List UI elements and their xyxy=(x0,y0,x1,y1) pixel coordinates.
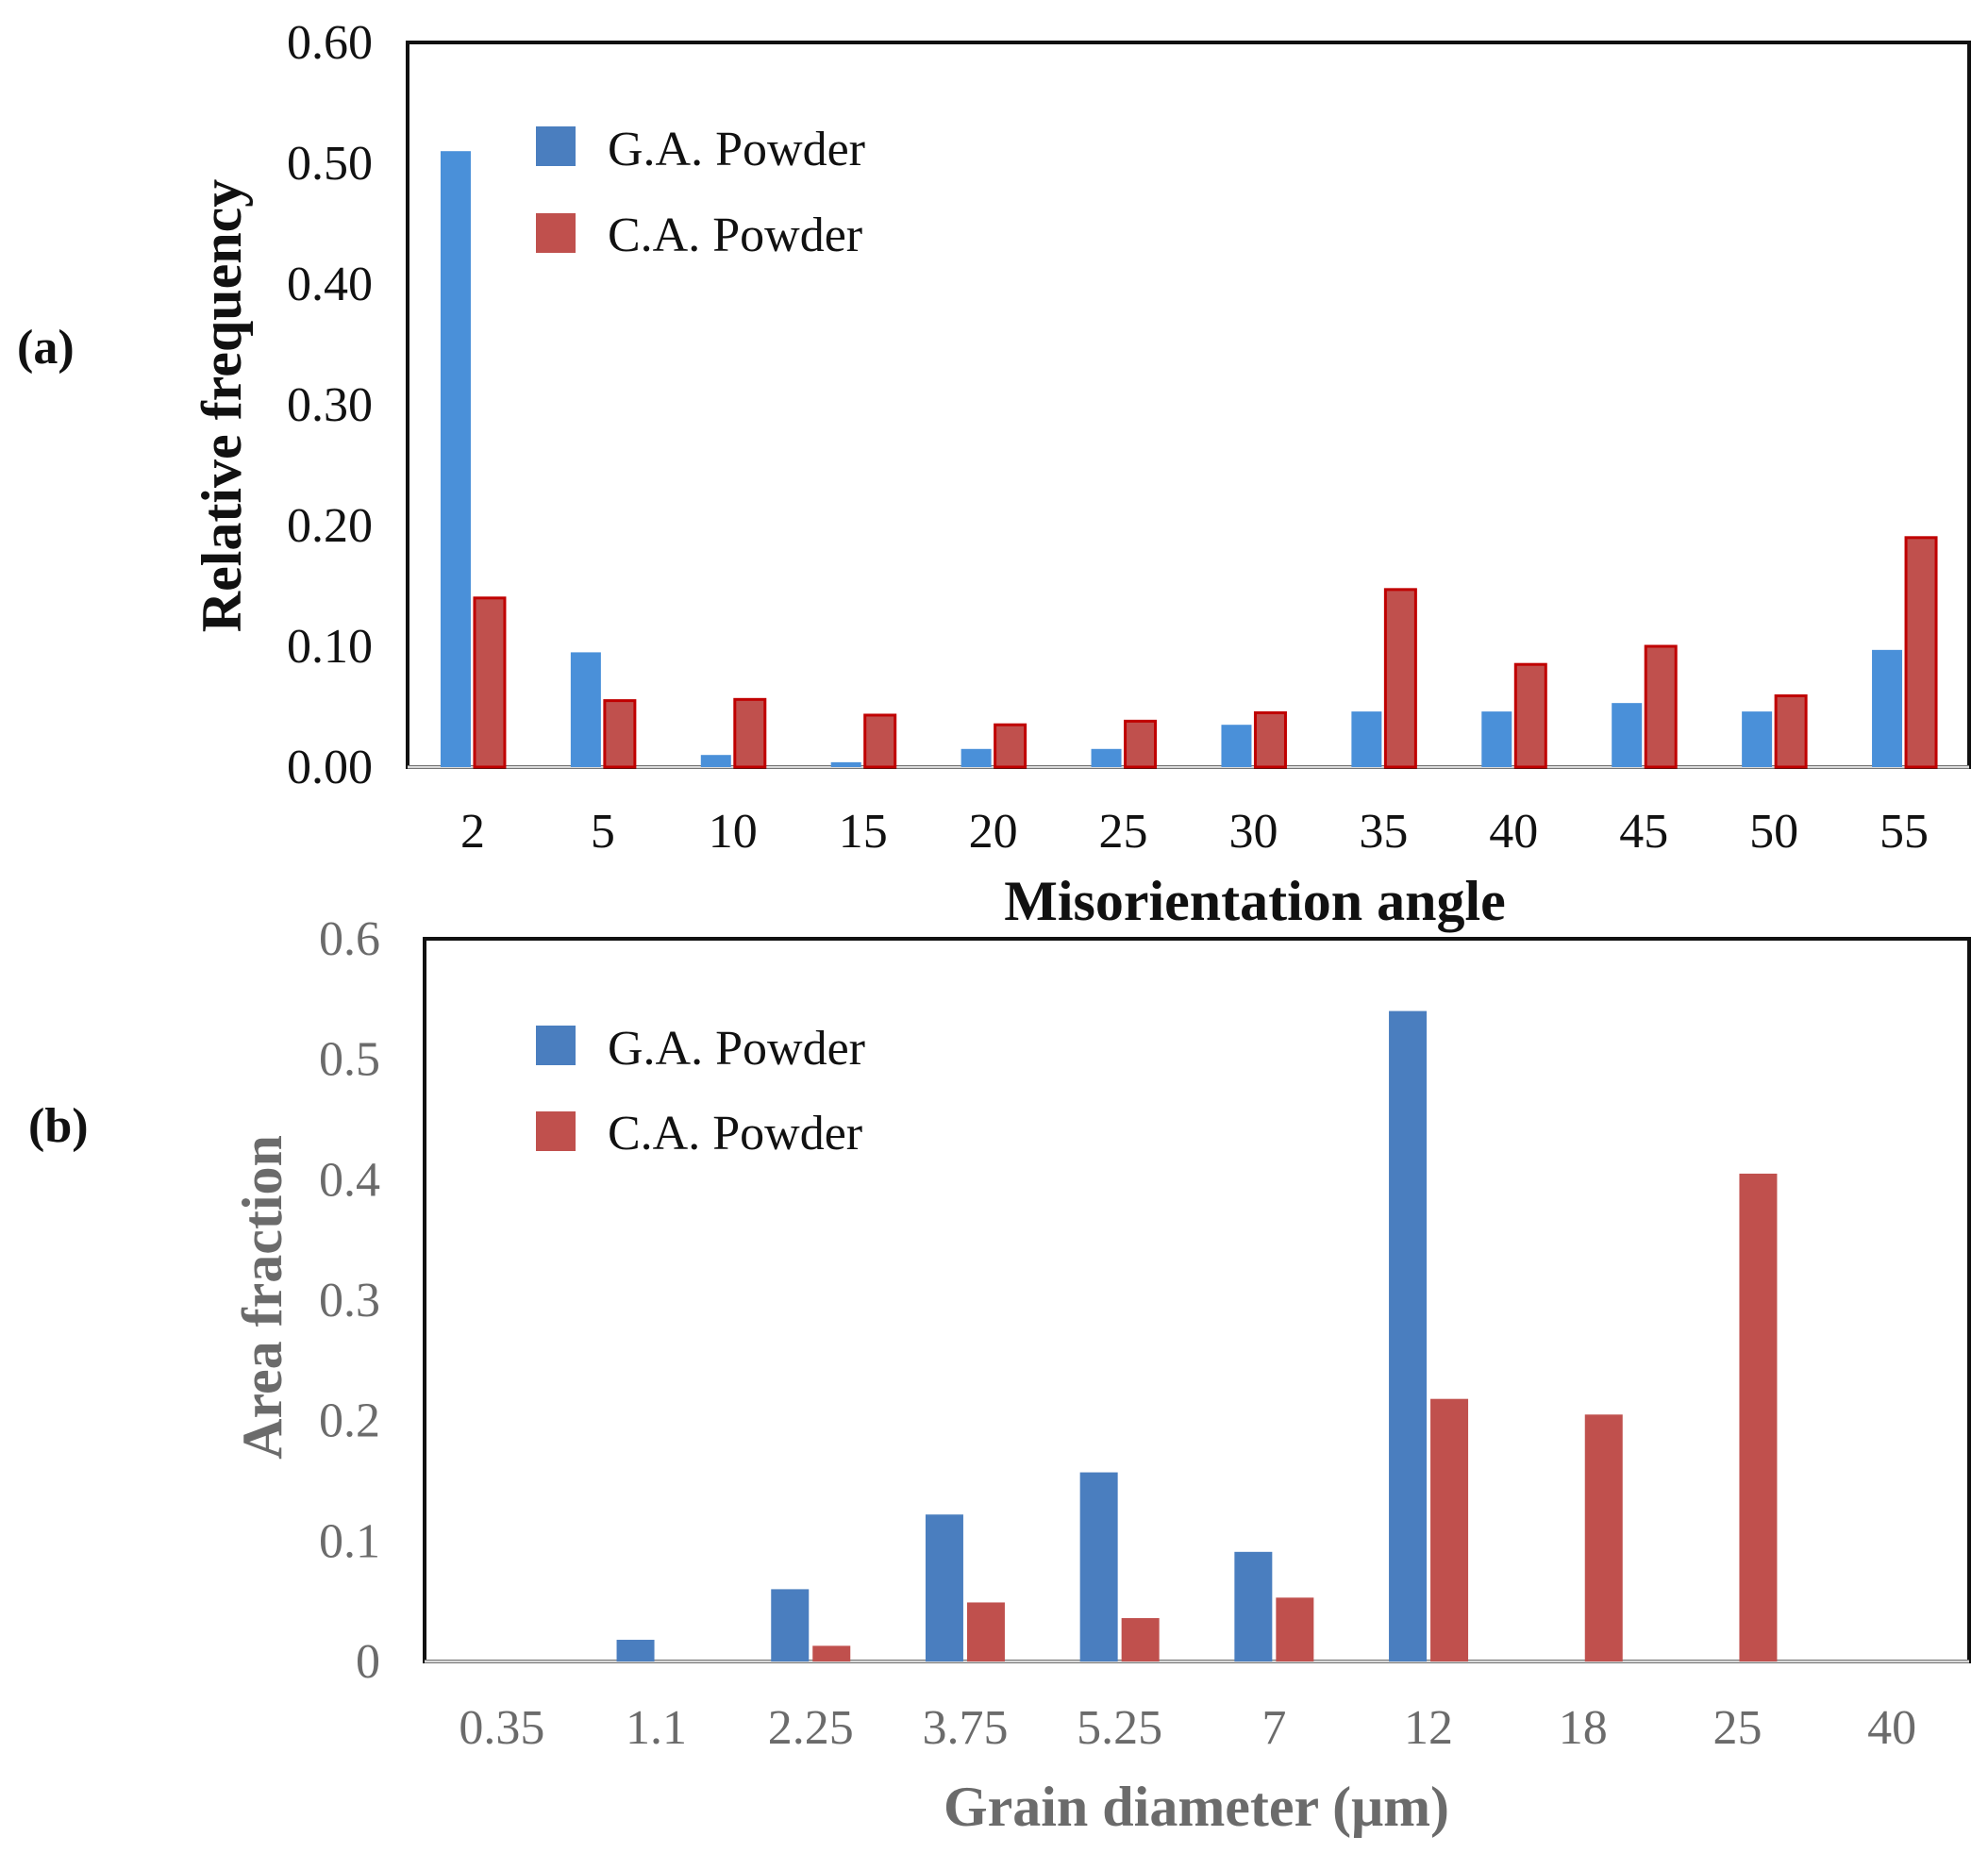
bar-group-a xyxy=(408,151,1969,769)
bar-ga-powder-40 xyxy=(1481,711,1512,767)
x-tick-label: 10 xyxy=(709,805,758,859)
y-axis-title-b: Area fraction xyxy=(231,1135,293,1460)
bar-ca-powder-55 xyxy=(1904,536,1938,769)
bar-ga-powder-10 xyxy=(700,755,731,767)
bar-ca-powder-7 xyxy=(1276,1597,1314,1661)
legend-label-ca-b: C.A. Powder xyxy=(608,1107,862,1160)
y-tick-label: 0.60 xyxy=(287,16,373,70)
y-tick-label: 0.40 xyxy=(287,258,373,311)
x-tick-label: 12 xyxy=(1404,1701,1453,1755)
y-tick-label: 0.20 xyxy=(287,499,373,553)
y-tick-label: 0.00 xyxy=(287,741,373,794)
bar-ca-powder-2 xyxy=(473,596,507,769)
panel-label-b: (b) xyxy=(28,1099,89,1153)
chart-panel-a: (a) Relative frequency Misorientation an… xyxy=(17,16,1971,932)
bar-ca-powder-20 xyxy=(994,723,1027,769)
bar-ca-powder-2_25 xyxy=(812,1645,851,1661)
legend-label-ga-b: G.A. Powder xyxy=(608,1022,865,1076)
y-tick-label: 0.5 xyxy=(319,1033,380,1087)
x-tick-label: 2.25 xyxy=(768,1701,854,1755)
x-tick-label: 20 xyxy=(969,805,1018,859)
x-tick-label: 25 xyxy=(1712,1701,1762,1755)
bar-ga-powder-30 xyxy=(1221,725,1252,767)
x-tick-labels-a: 2 5 10 15 20 25 30 35 40 45 50 55 xyxy=(460,805,1929,859)
legend-swatch-ga-a xyxy=(536,126,576,166)
bar-ga-powder-5 xyxy=(570,652,601,767)
bar-ga-powder-1_1 xyxy=(616,1640,655,1661)
bar-ca-powder-12 xyxy=(1430,1398,1469,1661)
bar-ca-powder-25 xyxy=(1739,1173,1778,1661)
bar-ca-powder-30 xyxy=(1253,710,1287,769)
x-tick-label: 0.35 xyxy=(459,1701,544,1755)
y-tick-labels-b: 0 0.1 0.2 0.3 0.4 0.5 0.6 xyxy=(319,912,380,1689)
bar-ca-powder-45 xyxy=(1644,644,1678,769)
y-tick-label: 0.6 xyxy=(319,912,380,966)
bar-ga-powder-3_75 xyxy=(925,1514,963,1661)
y-tick-label: 0.10 xyxy=(287,620,373,674)
legend-label-ca-a: C.A. Powder xyxy=(608,209,862,262)
bar-ga-powder-35 xyxy=(1351,711,1382,767)
y-tick-label: 0.50 xyxy=(287,137,373,191)
x-tick-label: 5 xyxy=(591,805,615,859)
legend-label-ga-a: G.A. Powder xyxy=(608,123,865,176)
bar-ga-powder-25 xyxy=(1091,748,1122,767)
y-tick-label: 0 xyxy=(356,1635,380,1689)
x-tick-label: 1.1 xyxy=(626,1701,687,1755)
bar-ga-powder-20 xyxy=(961,748,992,767)
y-tick-label: 0.1 xyxy=(319,1514,380,1568)
bar-ga-powder-45 xyxy=(1612,703,1643,767)
bar-ga-powder-50 xyxy=(1742,711,1773,767)
x-axis-title-b: Grain diameter (μm) xyxy=(944,1776,1449,1838)
bar-ca-powder-5 xyxy=(603,699,637,769)
bar-group-b xyxy=(425,1010,1969,1663)
bar-ca-powder-35 xyxy=(1383,588,1417,769)
bar-ga-powder-7 xyxy=(1234,1551,1273,1661)
x-tick-label: 40 xyxy=(1489,805,1538,859)
x-tick-label: 3.75 xyxy=(922,1701,1008,1755)
bar-ca-powder-25 xyxy=(1124,719,1158,769)
y-tick-label: 0.4 xyxy=(319,1153,380,1207)
y-tick-label: 0.3 xyxy=(319,1274,380,1327)
x-axis-title-a: Misorientation angle xyxy=(1004,870,1506,932)
panel-label-a: (a) xyxy=(17,321,75,375)
bar-ga-powder-12 xyxy=(1389,1010,1428,1661)
bar-ca-powder-40 xyxy=(1513,662,1547,769)
y-tick-label: 0.2 xyxy=(319,1394,380,1448)
legend-a: G.A. Powder C.A. Powder xyxy=(536,123,865,262)
legend-swatch-ga-b xyxy=(536,1026,576,1065)
bar-ca-powder-5_25 xyxy=(1121,1618,1160,1661)
x-tick-label: 5.25 xyxy=(1077,1701,1162,1755)
y-axis-title-a: Relative frequency xyxy=(191,179,253,632)
x-tick-label: 25 xyxy=(1099,805,1148,859)
bar-ca-powder-3_75 xyxy=(966,1602,1005,1661)
bar-ca-powder-15 xyxy=(863,713,897,769)
x-tick-labels-b: 0.35 1.1 2.25 3.75 5.25 7 12 18 25 40 xyxy=(459,1701,1916,1755)
bar-ga-powder-55 xyxy=(1872,649,1903,767)
x-tick-label: 45 xyxy=(1619,805,1668,859)
bar-ca-powder-18 xyxy=(1584,1414,1623,1661)
x-tick-label: 50 xyxy=(1749,805,1798,859)
y-tick-labels-a: 0.00 0.10 0.20 0.30 0.40 0.50 0.60 xyxy=(287,16,373,794)
bar-ca-powder-10 xyxy=(733,697,767,769)
x-tick-label: 7 xyxy=(1261,1701,1286,1755)
bar-ga-powder-2 xyxy=(440,151,471,767)
bar-ca-powder-50 xyxy=(1774,693,1808,769)
x-tick-label: 2 xyxy=(460,805,485,859)
x-tick-label: 35 xyxy=(1359,805,1408,859)
x-tick-label: 15 xyxy=(839,805,888,859)
x-tick-label: 55 xyxy=(1879,805,1929,859)
legend-swatch-ca-a xyxy=(536,213,576,253)
legend-swatch-ca-b xyxy=(536,1111,576,1151)
x-tick-label: 30 xyxy=(1228,805,1278,859)
chart-panel-b: (b) Area fraction Grain diameter (μm) 00… xyxy=(28,912,1971,1838)
x-tick-label: 40 xyxy=(1867,1701,1916,1755)
bar-ga-powder-2_25 xyxy=(771,1589,810,1661)
x-tick-label: 18 xyxy=(1559,1701,1608,1755)
bar-ga-powder-15 xyxy=(830,761,861,767)
y-tick-label: 0.30 xyxy=(287,378,373,432)
bar-ga-powder-5_25 xyxy=(1079,1472,1118,1661)
legend-b: G.A. Powder C.A. Powder xyxy=(536,1022,865,1160)
